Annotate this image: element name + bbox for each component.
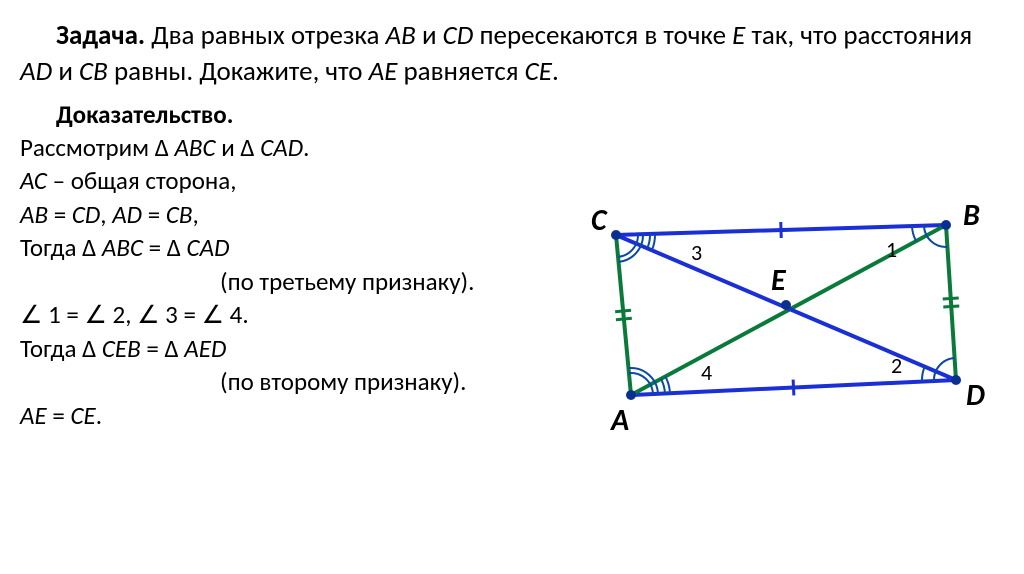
svg-text:A: A <box>609 402 629 439</box>
svg-text:B: B <box>963 197 980 234</box>
svg-text:D: D <box>966 377 985 414</box>
proof-line-2: AC – общая сторона, <box>20 165 1004 198</box>
svg-text:E: E <box>771 262 787 299</box>
proof-title: Доказательство. <box>56 99 1004 130</box>
problem-text: Два равных отрезка AB и CD пересекаются … <box>20 19 972 88</box>
svg-text:4: 4 <box>701 359 712 386</box>
problem-statement: Задача. Два равных отрезка AB и CD перес… <box>20 18 1004 91</box>
svg-text:C: C <box>591 202 608 239</box>
svg-text:3: 3 <box>691 239 702 266</box>
svg-text:2: 2 <box>891 352 902 379</box>
geometry-diagram: C B A D E 1 2 3 4 <box>546 195 1006 455</box>
proof-line-1: Рассмотрим Δ ABC и Δ CAD. <box>20 132 1004 165</box>
problem-label: Задача. <box>56 19 145 52</box>
svg-text:1: 1 <box>886 236 897 263</box>
